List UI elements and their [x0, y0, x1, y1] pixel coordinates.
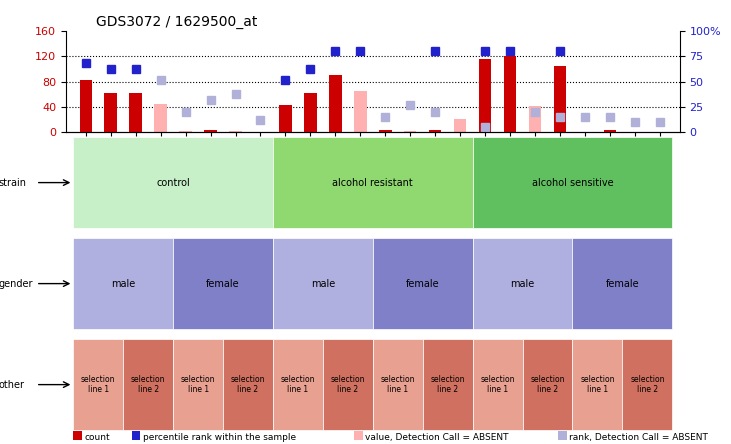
Text: rank, Detection Call = ABSENT: rank, Detection Call = ABSENT — [569, 433, 708, 442]
Text: selection
line 2: selection line 2 — [630, 375, 664, 394]
FancyBboxPatch shape — [223, 339, 273, 430]
FancyBboxPatch shape — [572, 238, 673, 329]
Text: selection
line 1: selection line 1 — [580, 375, 615, 394]
FancyBboxPatch shape — [473, 137, 673, 228]
Bar — [554, 66, 567, 132]
FancyBboxPatch shape — [173, 238, 273, 329]
Bar — [504, 56, 516, 132]
Text: selection
line 2: selection line 2 — [131, 375, 165, 394]
Text: selection
line 1: selection line 1 — [81, 375, 115, 394]
FancyBboxPatch shape — [572, 339, 622, 430]
Text: percentile rank within the sample: percentile rank within the sample — [143, 433, 295, 442]
Text: male: male — [311, 278, 335, 289]
Text: alcohol sensitive: alcohol sensitive — [531, 178, 613, 188]
Text: strain: strain — [0, 178, 26, 188]
FancyBboxPatch shape — [73, 137, 273, 228]
Text: selection
line 2: selection line 2 — [431, 375, 465, 394]
Text: female: female — [206, 278, 240, 289]
FancyBboxPatch shape — [73, 238, 173, 329]
FancyBboxPatch shape — [124, 339, 173, 430]
FancyBboxPatch shape — [273, 238, 373, 329]
Text: gender: gender — [0, 278, 33, 289]
Bar — [479, 59, 491, 132]
FancyBboxPatch shape — [323, 339, 373, 430]
Text: female: female — [605, 278, 639, 289]
FancyBboxPatch shape — [523, 339, 572, 430]
Text: selection
line 2: selection line 2 — [330, 375, 365, 394]
Bar — [129, 93, 142, 132]
Bar — [154, 104, 167, 132]
Text: control: control — [156, 178, 190, 188]
Bar — [205, 130, 217, 132]
FancyBboxPatch shape — [622, 339, 673, 430]
Bar — [529, 106, 541, 132]
Bar — [80, 80, 92, 132]
Bar — [379, 130, 392, 132]
Text: male: male — [111, 278, 135, 289]
Bar — [454, 119, 466, 132]
Text: selection
line 1: selection line 1 — [181, 375, 216, 394]
FancyBboxPatch shape — [473, 238, 572, 329]
Text: other: other — [0, 380, 24, 390]
Text: selection
line 2: selection line 2 — [231, 375, 265, 394]
Bar — [429, 130, 442, 132]
Bar — [329, 75, 341, 132]
Text: value, Detection Call = ABSENT: value, Detection Call = ABSENT — [365, 433, 508, 442]
Text: selection
line 2: selection line 2 — [530, 375, 565, 394]
FancyBboxPatch shape — [423, 339, 473, 430]
FancyBboxPatch shape — [373, 238, 473, 329]
FancyBboxPatch shape — [273, 137, 473, 228]
FancyBboxPatch shape — [473, 339, 523, 430]
FancyBboxPatch shape — [373, 339, 423, 430]
FancyBboxPatch shape — [273, 339, 323, 430]
Text: selection
line 1: selection line 1 — [281, 375, 315, 394]
Bar — [179, 131, 192, 132]
Bar — [304, 93, 317, 132]
Bar — [404, 131, 417, 132]
FancyBboxPatch shape — [173, 339, 223, 430]
Bar — [354, 91, 366, 132]
Text: female: female — [406, 278, 439, 289]
Bar — [205, 130, 217, 132]
Text: selection
line 1: selection line 1 — [381, 375, 415, 394]
Text: male: male — [510, 278, 534, 289]
Text: GDS3072 / 1629500_at: GDS3072 / 1629500_at — [96, 15, 258, 29]
Bar — [230, 131, 242, 132]
Bar — [429, 131, 442, 132]
FancyBboxPatch shape — [73, 339, 124, 430]
Bar — [604, 130, 616, 132]
Text: alcohol resistant: alcohol resistant — [333, 178, 413, 188]
Text: selection
line 1: selection line 1 — [480, 375, 515, 394]
Text: count: count — [84, 433, 110, 442]
Bar — [604, 130, 616, 132]
Bar — [105, 93, 117, 132]
Bar — [279, 105, 292, 132]
